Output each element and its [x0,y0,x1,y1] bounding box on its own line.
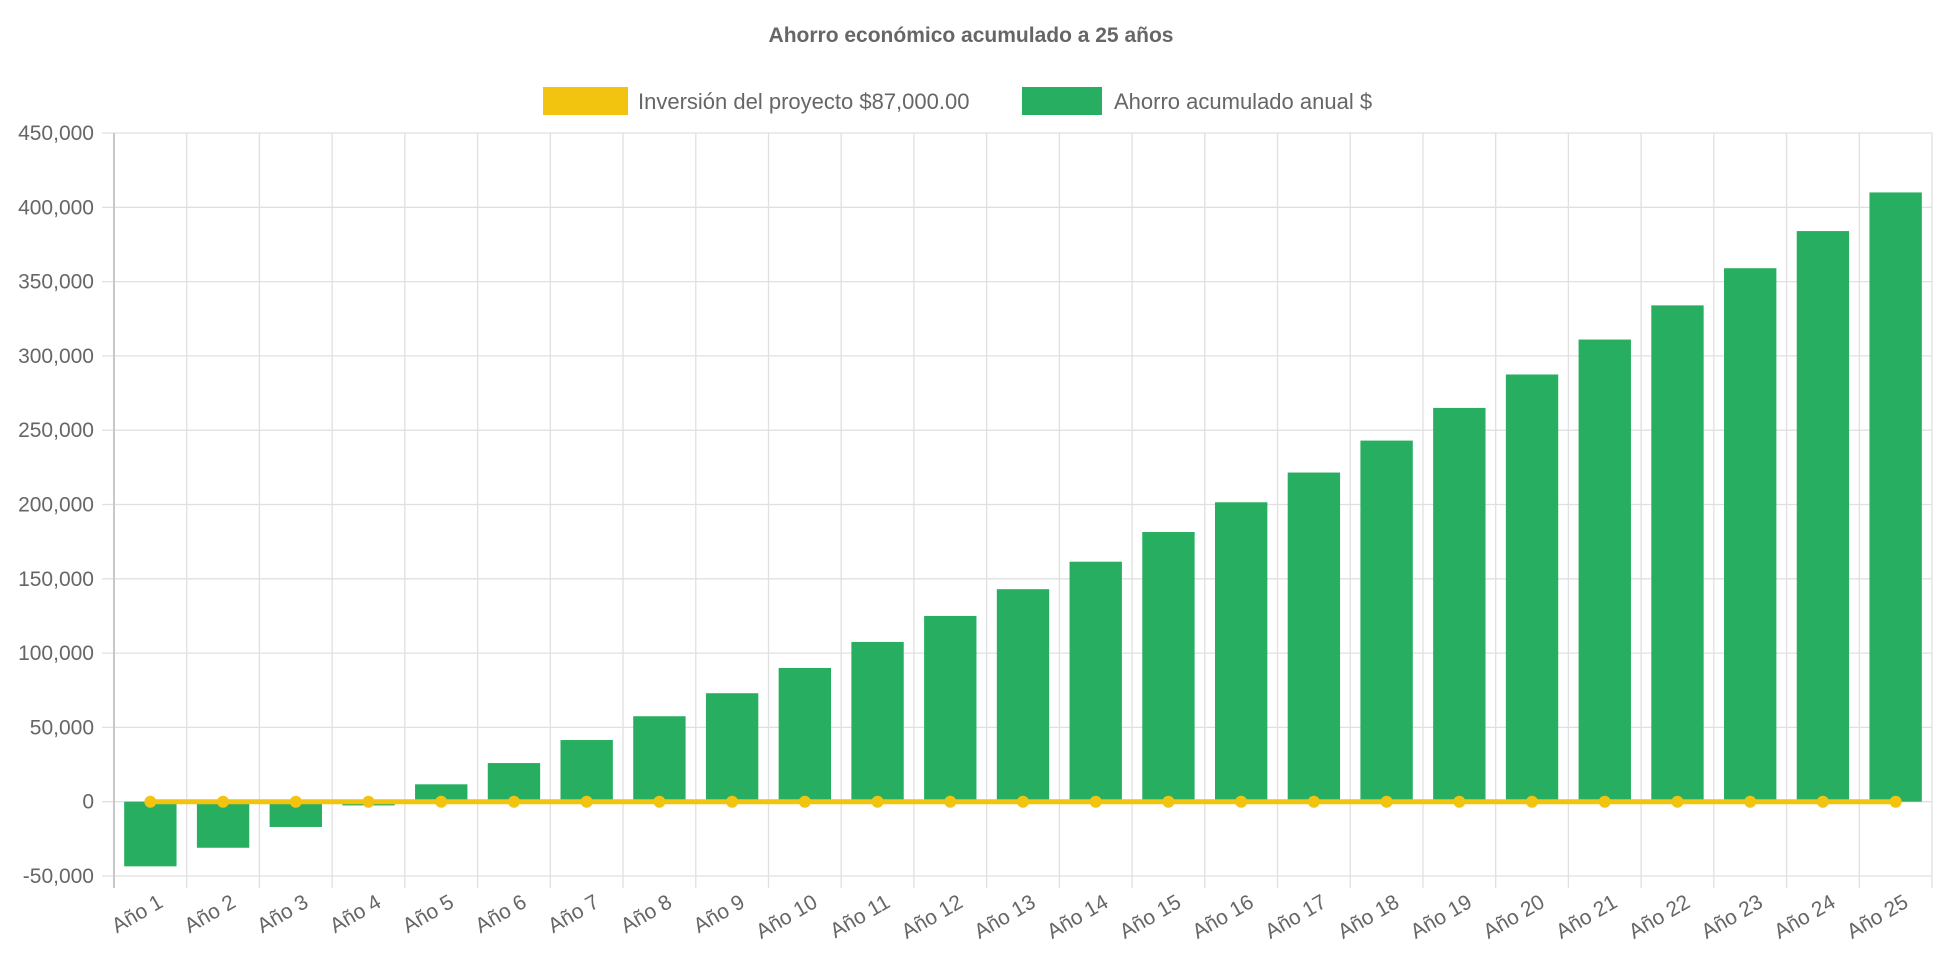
x-tick-label: Año 9 [690,890,749,937]
x-tick-label: Año 7 [544,890,603,937]
line-point [580,795,593,808]
y-tick-label: 200,000 [18,494,94,517]
bar [778,667,832,802]
bar [1433,407,1486,802]
bar [487,763,541,802]
line-point [1453,795,1466,808]
bar [560,740,613,802]
y-tick-label: 450,000 [18,122,94,145]
y-axis: 450,000 400,000 350,000 300,000 250,000 200,0… [18,122,94,888]
line-point [726,795,739,808]
bar [1796,231,1850,802]
line-series [144,795,1902,808]
x-tick-label: Año 24 [1770,890,1839,943]
line-point [1089,795,1102,808]
y-tick-label: -50,000 [23,865,94,888]
x-axis: Año 1 Año 2 Año 3 Año 4 Año 5 Año 6 Año 7 Año 8… [108,890,1912,943]
y-tick-label: 250,000 [18,419,94,442]
line-point [1017,795,1029,808]
line-point [653,795,666,808]
line-point [1744,795,1757,808]
bar [124,801,177,867]
y-tick-label: 300,000 [18,345,94,368]
chart-title: Ahorro económico acumulado a 25 años [769,24,1174,47]
x-tick-label: Año 23 [1698,890,1767,943]
bar [996,589,1050,802]
bar [1142,531,1195,802]
line-point [507,795,520,808]
bar [1214,502,1268,802]
line-point [1380,795,1393,808]
x-tick-label: Año 1 [108,890,167,937]
x-tick-label: Año 10 [752,890,821,943]
line-point [435,795,448,808]
x-tick-label: Año 6 [471,890,530,937]
bar [1651,305,1704,802]
legend: Inversión del proyecto $87,000.00 Ahorro … [543,87,1372,115]
x-tick-label: Año 13 [970,890,1039,943]
bar [705,693,759,802]
bar [1287,472,1341,802]
y-tick-label: 150,000 [18,568,94,591]
line-point [944,795,957,808]
x-tick-label: Año 2 [181,890,240,937]
line-point [1889,795,1902,808]
x-tick-label: Año 25 [1843,890,1912,943]
y-tick-label: 100,000 [18,642,94,665]
x-tick-label: Año 16 [1189,890,1258,943]
x-tick-label: Año 22 [1625,890,1694,943]
legend-swatch-inversion [543,87,628,115]
x-tick-label: Año 4 [326,890,385,938]
x-tick-label: Año 18 [1334,890,1403,943]
bar [1069,561,1122,802]
bar [1724,268,1777,802]
line-point [1598,795,1611,808]
x-tick-label: Año 14 [1043,890,1112,943]
line-point [362,795,375,808]
x-tick-label: Año 3 [253,890,312,937]
grid [102,132,1933,888]
x-tick-label: Año 15 [1116,890,1185,943]
bar [633,716,686,802]
line-point [798,795,811,808]
line-point [1816,795,1829,808]
line-point [1307,795,1320,808]
y-tick-label: 350,000 [18,271,94,294]
legend-label-inversion: Inversión del proyecto $87,000.00 [638,89,969,114]
bar [196,801,250,848]
bar [1360,440,1413,802]
line-point [871,795,884,808]
x-tick-label: Año 21 [1552,890,1621,943]
bars [124,192,1922,867]
x-tick-label: Año 17 [1261,890,1330,943]
line-point [144,795,157,808]
bar [851,641,904,802]
bar [415,784,468,802]
line-point [1235,795,1248,808]
y-tick-label: 400,000 [18,196,94,219]
line-point [289,795,302,808]
x-tick-label: Año 12 [898,890,967,943]
y-tick-label: 0 [82,791,94,814]
line-point [1526,795,1539,808]
x-tick-label: Año 19 [1407,890,1476,943]
bar [1505,374,1559,802]
bar [924,615,977,802]
line-point [217,795,230,808]
legend-swatch-ahorro [1022,87,1102,115]
line-point [1671,795,1684,808]
bar [1578,339,1631,802]
line-point [1162,795,1175,808]
x-tick-label: Año 5 [399,890,458,937]
legend-label-ahorro: Ahorro acumulado anual $ [1114,89,1372,114]
x-tick-label: Año 11 [826,890,894,942]
y-tick-label: 50,000 [30,716,94,739]
x-tick-label: Año 8 [617,890,676,937]
x-tick-label: Año 20 [1479,890,1548,943]
bar [1869,192,1922,802]
